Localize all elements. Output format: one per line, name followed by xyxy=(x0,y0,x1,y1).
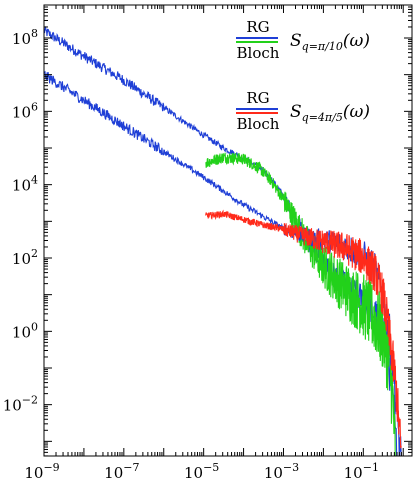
ticks-layer xyxy=(43,5,412,457)
y-tick-label-2: 104 xyxy=(12,174,38,195)
legend-math-1: Sq=4π/5(ω) xyxy=(290,102,370,124)
x-tick-label-1: 10−7 xyxy=(104,461,139,482)
y-tick-label-4: 100 xyxy=(12,320,38,341)
y-tick-label-5: 10−2 xyxy=(3,394,38,415)
legend-label-bottom-1: Bloch xyxy=(237,115,280,133)
y-tick-label-0: 108 xyxy=(12,27,38,48)
x-tick-label-4: 10−1 xyxy=(344,461,379,482)
tick-labels-layer: 10−9 10−7 10−5 10−3 10−1 108 106 104 102 100 10−2 xyxy=(3,27,379,482)
x-tick-label-0: 10−9 xyxy=(24,461,59,482)
series-layer xyxy=(44,26,402,456)
plot-frame xyxy=(43,4,413,457)
x-tick-label-3: 10−3 xyxy=(264,461,299,482)
legend-label-top-1: RG xyxy=(246,89,269,107)
series-line-2 xyxy=(44,70,402,456)
x-tick-label-2: 10−5 xyxy=(184,461,219,482)
legend-math-0: Sq=π/10(ω) xyxy=(290,31,370,53)
y-tick-label-1: 106 xyxy=(12,100,38,121)
y-tick-label-3: 102 xyxy=(12,247,38,268)
legend-label-top-0: RG xyxy=(246,18,269,36)
legend: RG Bloch Sq=π/10(ω) RG Bloch Sq=4π/5(ω) xyxy=(236,18,370,133)
legend-label-bottom-0: Bloch xyxy=(237,44,280,62)
series-line-3 xyxy=(205,209,402,449)
